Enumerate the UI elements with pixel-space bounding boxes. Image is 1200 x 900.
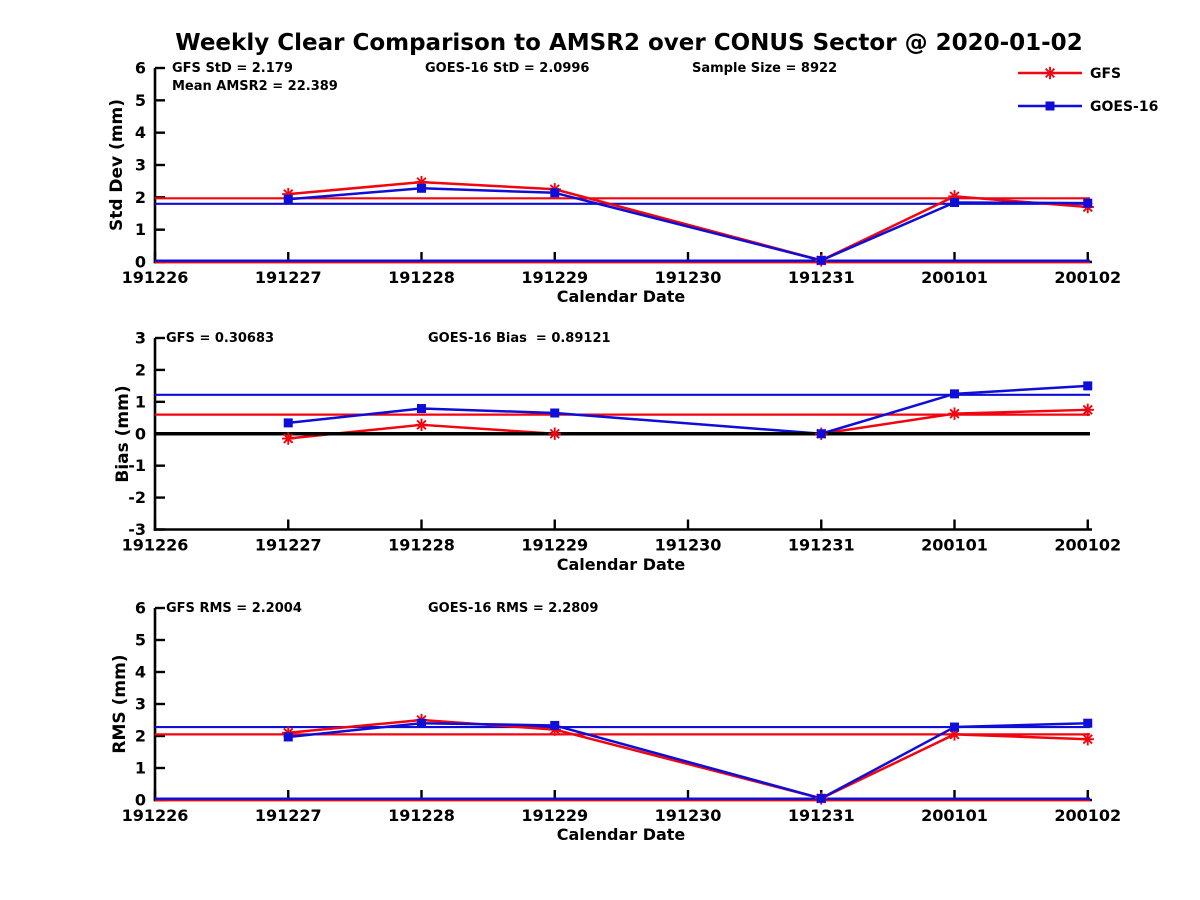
square-marker xyxy=(816,255,826,265)
asterisk-marker xyxy=(549,428,560,439)
y-tick-label: 0 xyxy=(135,424,146,443)
panel1-xlabel: Calendar Date xyxy=(556,287,686,306)
asterisk-marker xyxy=(949,408,960,419)
square-marker xyxy=(950,389,959,399)
y-tick-label: 5 xyxy=(135,91,146,110)
x-tick-label: 191230 xyxy=(655,536,722,555)
x-tick-label: 191231 xyxy=(788,268,855,287)
square-marker xyxy=(1083,718,1093,728)
x-tick-label: 191230 xyxy=(655,268,722,287)
y-tick-label: -3 xyxy=(128,520,146,539)
square-marker xyxy=(283,732,293,742)
y-tick-label: 0 xyxy=(135,791,146,810)
y-tick-label: 2 xyxy=(135,360,146,379)
asterisk-marker xyxy=(283,433,294,444)
square-marker xyxy=(1083,198,1093,208)
x-tick-label: 191230 xyxy=(655,806,722,825)
square-marker xyxy=(816,429,826,439)
x-tick-label: 200102 xyxy=(1054,806,1121,825)
y-tick-label: 2 xyxy=(135,727,146,746)
x-tick-label: 191226 xyxy=(122,536,189,555)
x-tick-label: 191231 xyxy=(788,536,855,555)
y-tick-label: 1 xyxy=(135,759,146,778)
x-tick-label: 191226 xyxy=(122,268,189,287)
square-marker xyxy=(950,722,959,732)
x-tick-label: 200102 xyxy=(1054,536,1121,555)
square-marker xyxy=(816,793,826,803)
x-tick-label: 191227 xyxy=(255,536,322,555)
y-tick-label: 6 xyxy=(135,59,146,78)
panel1-annotation-gfs-std: GFS StD = 2.179 xyxy=(172,61,293,76)
panel2-annotation-gfs-bias: GFS = 0.30683 xyxy=(166,331,275,346)
square-marker xyxy=(550,720,560,730)
series-line-gfs xyxy=(288,718,1088,800)
panel1-annotation-sample-size: Sample Size = 8922 xyxy=(692,61,838,76)
x-tick-label: 191228 xyxy=(388,268,455,287)
panel3-ylabel: RMS (mm) xyxy=(110,654,130,754)
x-tick-label: 191228 xyxy=(388,806,455,825)
panel3-annotation-goes-rms: GOES-16 RMS = 2.2809 xyxy=(428,601,599,616)
series-line-goes-16 xyxy=(288,187,1088,262)
square-marker xyxy=(417,183,426,193)
x-tick-label: 191229 xyxy=(521,268,588,287)
y-tick-label: 6 xyxy=(135,599,146,618)
square-marker xyxy=(1045,101,1055,111)
panel1-ylabel: Std Dev (mm) xyxy=(107,98,127,232)
x-tick-label: 191229 xyxy=(521,536,588,555)
x-tick-label: 191227 xyxy=(255,806,322,825)
legend-label: GFS xyxy=(1090,66,1121,82)
y-tick-label: 3 xyxy=(135,329,146,348)
series-line-goes-16 xyxy=(288,721,1088,800)
square-marker xyxy=(417,404,426,414)
legend-label: GOES-16 xyxy=(1090,99,1158,115)
square-marker xyxy=(283,418,293,428)
x-tick-label: 200101 xyxy=(921,806,988,825)
x-tick-label: 191228 xyxy=(388,536,455,555)
panel1-annotation-mean-amsr2: Mean AMSR2 = 22.389 xyxy=(172,79,338,94)
x-tick-label: 191231 xyxy=(788,806,855,825)
panel2-ylabel: Bias (mm) xyxy=(113,385,133,483)
x-tick-label: 200102 xyxy=(1054,268,1121,287)
square-marker xyxy=(550,188,560,198)
panel1-annotation-goes-std: GOES-16 StD = 2.0996 xyxy=(425,61,590,76)
x-tick-label: 191229 xyxy=(521,806,588,825)
square-marker xyxy=(283,194,293,204)
chart-title: Weekly Clear Comparison to AMSR2 over CO… xyxy=(175,30,1083,56)
asterisk-marker xyxy=(416,419,427,430)
asterisk-marker xyxy=(1082,734,1093,745)
y-tick-label: 5 xyxy=(135,631,146,650)
y-tick-label: 3 xyxy=(135,695,146,714)
panel3-xlabel: Calendar Date xyxy=(556,825,686,844)
panel2-annotation-goes-bias: GOES-16 Bias = 0.89121 xyxy=(428,331,611,346)
asterisk-marker xyxy=(1044,67,1056,79)
square-marker xyxy=(417,718,426,728)
square-marker xyxy=(950,198,959,208)
square-marker xyxy=(550,408,560,418)
y-tick-label: 2 xyxy=(135,188,146,207)
series-line-goes-16 xyxy=(288,384,1088,435)
series-line-gfs xyxy=(288,180,1088,262)
y-tick-label: 1 xyxy=(135,392,146,411)
y-tick-label: 1 xyxy=(135,220,146,239)
y-tick-label: -1 xyxy=(128,456,146,475)
y-tick-label: 4 xyxy=(135,663,146,682)
x-tick-label: 200101 xyxy=(921,268,988,287)
square-marker xyxy=(1083,381,1093,391)
y-tick-label: 3 xyxy=(135,156,146,175)
panel2-xlabel: Calendar Date xyxy=(556,555,686,574)
x-tick-label: 200101 xyxy=(921,536,988,555)
y-tick-label: 4 xyxy=(135,123,146,142)
asterisk-marker xyxy=(1082,404,1093,415)
panel3-annotation-gfs-rms: GFS RMS = 2.2004 xyxy=(166,601,302,616)
y-tick-label: 0 xyxy=(135,253,146,272)
y-tick-label: -2 xyxy=(128,488,146,507)
x-tick-label: 191226 xyxy=(122,806,189,825)
x-tick-label: 191227 xyxy=(255,268,322,287)
